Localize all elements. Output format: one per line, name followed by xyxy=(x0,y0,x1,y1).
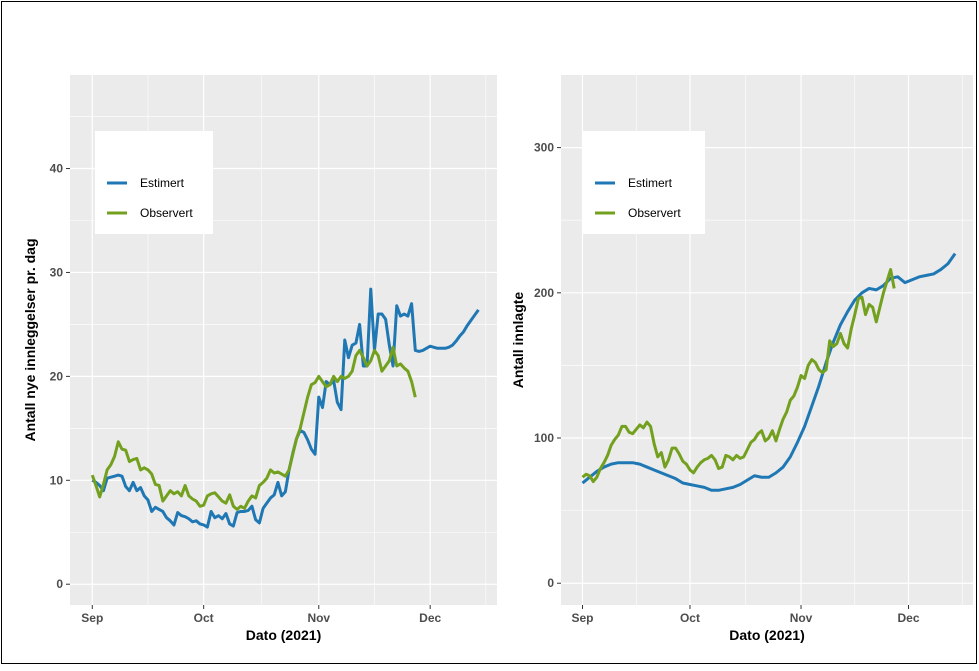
y-tick-label: 20 xyxy=(50,369,64,383)
series-line-observert xyxy=(90,345,417,511)
y-tick-label: 300 xyxy=(534,141,554,155)
x-tick-label: Sep xyxy=(81,611,103,625)
legend: Estimert Observert xyxy=(95,131,213,234)
legend-label: Observert xyxy=(140,206,193,220)
y-axis-title: Antall innlagte xyxy=(510,292,526,389)
x-tick-label: Oct xyxy=(194,611,214,625)
x-tick-label: Dec xyxy=(419,611,441,625)
series-line-observert xyxy=(581,268,896,484)
x-tick-label: Nov xyxy=(790,611,813,625)
series-line-estimert xyxy=(91,287,480,529)
y-tick-label: 0 xyxy=(56,577,63,591)
y-tick-label: 200 xyxy=(534,286,554,300)
y-tick-label: 0 xyxy=(547,576,554,590)
x-axis-title: Dato (2021) xyxy=(246,627,321,643)
x-tick-label: Nov xyxy=(307,611,330,625)
legend-label: Estimert xyxy=(628,176,673,190)
x-tick-label: Dec xyxy=(898,611,920,625)
y-tick-label: 100 xyxy=(534,431,554,445)
chart-panel-2: Sep Oct Nov Dec 0 100 200 300 Dato (2021) Antall … xyxy=(510,75,973,643)
y-tick-label: 30 xyxy=(50,265,64,279)
y-tick-label: 40 xyxy=(50,162,64,176)
x-tick-label: Sep xyxy=(571,611,593,625)
x-axis-title: Dato (2021) xyxy=(729,627,804,643)
y-tick-label: 10 xyxy=(50,473,64,487)
legend-label: Observert xyxy=(628,206,681,220)
chart-panel-1: Sep Oct Nov Dec 0 10 20 30 40 Dato (2021) Antall n… xyxy=(22,75,497,643)
legend-label: Estimert xyxy=(140,176,185,190)
legend: Estimert Observert xyxy=(583,131,705,234)
x-tick-label: Oct xyxy=(680,611,700,625)
y-axis-title: Antall nye innleggelser pr. dag xyxy=(22,238,38,441)
